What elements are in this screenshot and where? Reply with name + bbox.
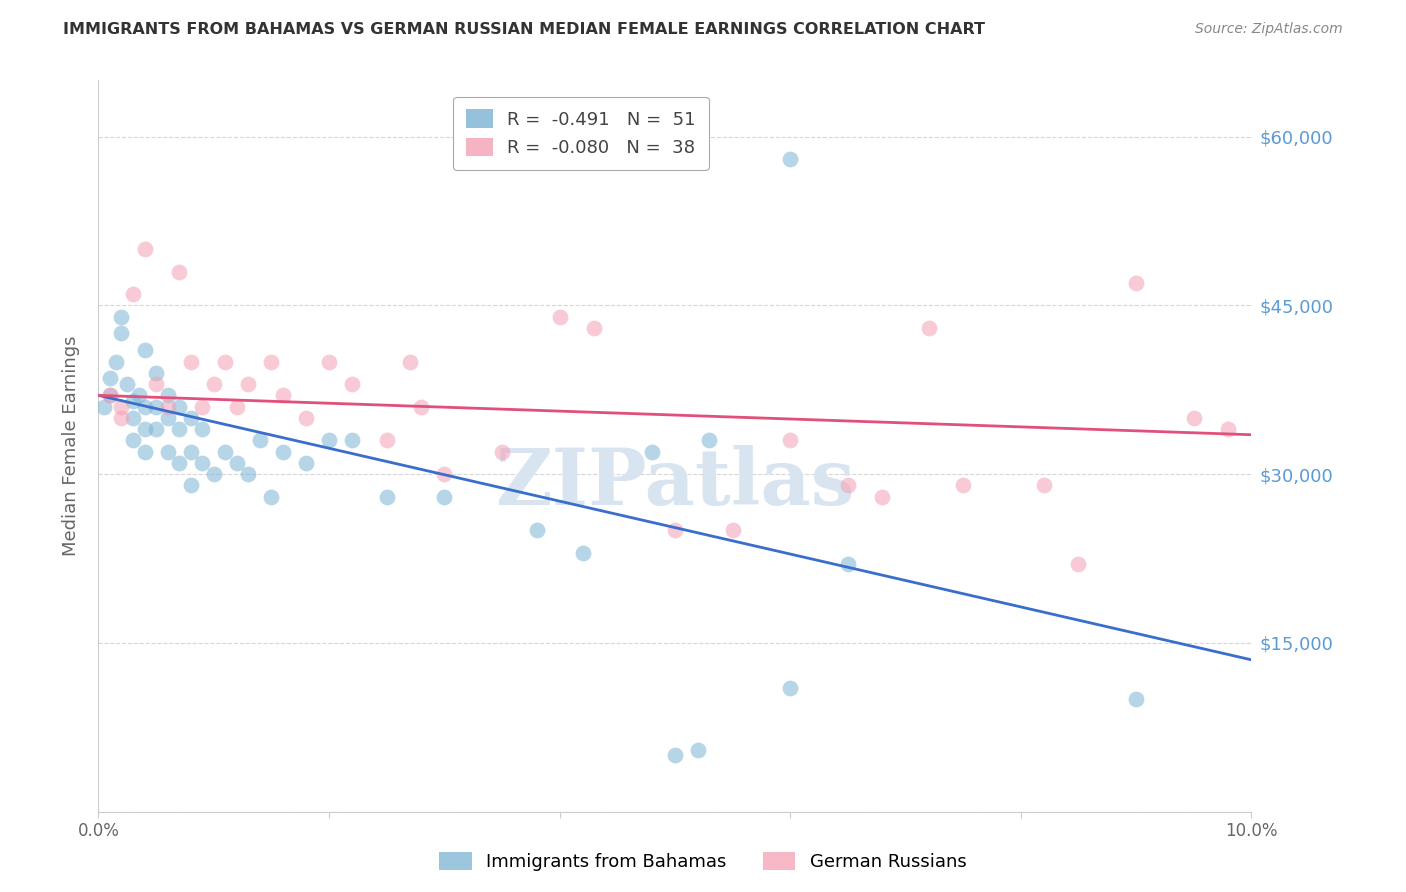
Point — [779, 681, 801, 695]
Point — [872, 490, 894, 504]
Y-axis label: Median Female Earnings: Median Female Earnings — [62, 335, 80, 557]
Point — [952, 478, 974, 492]
Point — [214, 444, 236, 458]
Point — [110, 410, 132, 425]
Point — [779, 152, 801, 166]
Point — [340, 377, 363, 392]
Point — [260, 490, 283, 504]
Point — [191, 422, 214, 436]
Point — [721, 524, 744, 538]
Point — [145, 366, 167, 380]
Point — [214, 354, 236, 368]
Point — [122, 434, 145, 448]
Point — [145, 400, 167, 414]
Point — [156, 410, 179, 425]
Point — [1032, 478, 1054, 492]
Point — [433, 467, 456, 482]
Point — [271, 444, 294, 458]
Point — [110, 326, 132, 341]
Text: IMMIGRANTS FROM BAHAMAS VS GERMAN RUSSIAN MEDIAN FEMALE EARNINGS CORRELATION CHA: IMMIGRANTS FROM BAHAMAS VS GERMAN RUSSIA… — [63, 22, 986, 37]
Point — [548, 310, 571, 324]
Point — [145, 422, 167, 436]
Point — [686, 743, 709, 757]
Point — [180, 410, 202, 425]
Point — [491, 444, 513, 458]
Point — [134, 242, 156, 256]
Point — [202, 377, 225, 392]
Point — [191, 456, 214, 470]
Point — [134, 400, 156, 414]
Point — [318, 354, 340, 368]
Point — [93, 400, 115, 414]
Point — [134, 422, 156, 436]
Legend: R =  -0.491   N =  51, R =  -0.080   N =  38: R = -0.491 N = 51, R = -0.080 N = 38 — [453, 96, 709, 169]
Point — [238, 467, 260, 482]
Point — [98, 388, 121, 402]
Point — [122, 410, 145, 425]
Point — [156, 388, 179, 402]
Point — [238, 377, 260, 392]
Point — [117, 377, 139, 392]
Point — [411, 400, 433, 414]
Point — [128, 388, 150, 402]
Point — [433, 490, 456, 504]
Point — [191, 400, 214, 414]
Legend: Immigrants from Bahamas, German Russians: Immigrants from Bahamas, German Russians — [432, 845, 974, 879]
Point — [664, 748, 686, 763]
Point — [1067, 557, 1090, 571]
Point — [295, 410, 318, 425]
Point — [202, 467, 225, 482]
Text: ZIPatlas: ZIPatlas — [495, 444, 855, 521]
Point — [917, 321, 939, 335]
Point — [145, 377, 167, 392]
Point — [167, 422, 190, 436]
Point — [271, 388, 294, 402]
Point — [110, 400, 132, 414]
Point — [134, 343, 156, 358]
Text: Source: ZipAtlas.com: Source: ZipAtlas.com — [1195, 22, 1343, 37]
Point — [398, 354, 420, 368]
Point — [1125, 692, 1147, 706]
Point — [1182, 410, 1205, 425]
Point — [837, 557, 859, 571]
Point — [526, 524, 548, 538]
Point — [122, 394, 145, 409]
Point — [779, 434, 801, 448]
Point — [104, 354, 127, 368]
Point — [1125, 276, 1147, 290]
Point — [295, 456, 318, 470]
Point — [167, 264, 190, 278]
Point — [98, 371, 121, 385]
Point — [122, 287, 145, 301]
Point — [583, 321, 606, 335]
Point — [180, 478, 202, 492]
Point — [180, 354, 202, 368]
Point — [664, 524, 686, 538]
Point — [260, 354, 283, 368]
Point — [699, 434, 721, 448]
Point — [167, 400, 190, 414]
Point — [225, 400, 247, 414]
Point — [110, 310, 132, 324]
Point — [180, 444, 202, 458]
Point — [167, 456, 190, 470]
Point — [225, 456, 247, 470]
Point — [837, 478, 859, 492]
Point — [375, 434, 398, 448]
Point — [318, 434, 340, 448]
Point — [375, 490, 398, 504]
Point — [571, 546, 593, 560]
Point — [340, 434, 363, 448]
Point — [98, 388, 121, 402]
Point — [156, 400, 179, 414]
Point — [1218, 422, 1240, 436]
Point — [156, 444, 179, 458]
Point — [249, 434, 271, 448]
Point — [134, 444, 156, 458]
Point — [641, 444, 664, 458]
